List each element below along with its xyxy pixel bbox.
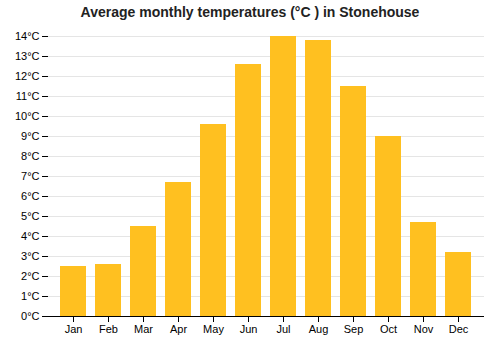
svg-text:8°C: 8°C [21, 150, 40, 162]
svg-text:May: May [203, 323, 224, 335]
svg-text:9°C: 9°C [21, 130, 40, 142]
svg-text:0°C: 0°C [21, 310, 40, 322]
svg-text:Mar: Mar [134, 323, 153, 335]
svg-text:13°C: 13°C [15, 50, 40, 62]
svg-text:14°C: 14°C [15, 30, 40, 42]
html-text:Average monthly temperatures (: Average monthly temperatures (°C ) in St… [80, 4, 420, 20]
svg-text:Jun: Jun [240, 323, 258, 335]
svg-text:Aug: Aug [309, 323, 329, 335]
svg-text:5°C: 5°C [21, 210, 40, 222]
svg-text:Nov: Nov [414, 323, 434, 335]
svg-text:Apr: Apr [170, 323, 187, 335]
svg-text:Feb: Feb [99, 323, 118, 335]
svg-text:7°C: 7°C [21, 170, 40, 182]
svg-text:2°C: 2°C [21, 270, 40, 282]
svg-text:1°C: 1°C [21, 290, 40, 302]
svg-text:Jan: Jan [65, 323, 83, 335]
svg-text:Dec: Dec [449, 323, 469, 335]
svg-text:3°C: 3°C [21, 250, 40, 262]
svg-text:6°C: 6°C [21, 190, 40, 202]
svg-text:4°C: 4°C [21, 230, 40, 242]
svg-text:11°C: 11°C [16, 90, 40, 102]
svg-text:Jul: Jul [276, 323, 290, 335]
svg-text:10°C: 10°C [15, 110, 40, 122]
svg-text:12°C: 12°C [15, 70, 40, 82]
svg-text:Oct: Oct [380, 323, 397, 335]
svg-text:Sep: Sep [344, 323, 364, 335]
